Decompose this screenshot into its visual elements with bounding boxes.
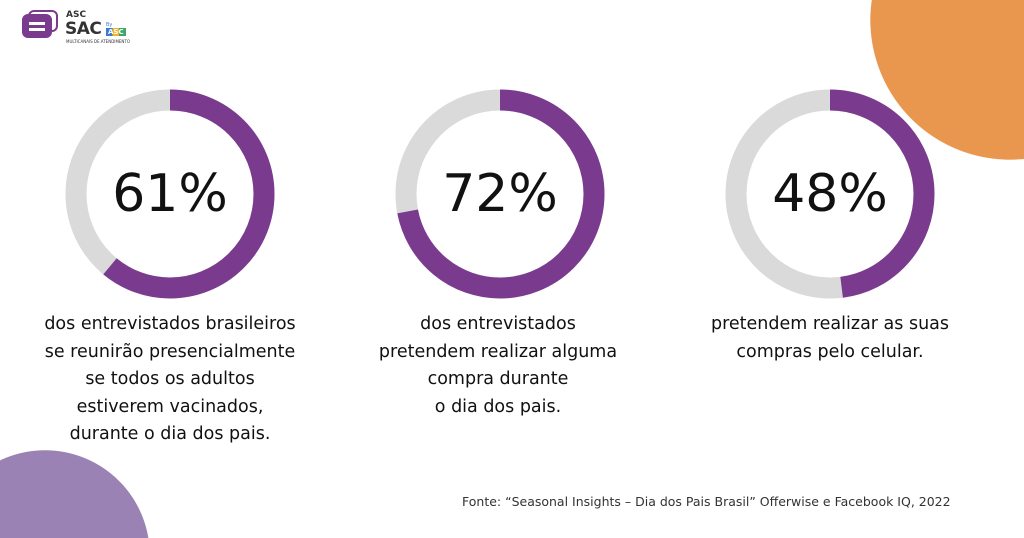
donut-description: dos entrevistados brasileiros se reunirão… xyxy=(5,311,335,449)
logo-text: SAC xyxy=(65,19,102,39)
description-line: pretendem realizar as suas xyxy=(710,314,950,334)
donut-value-arc xyxy=(725,89,935,299)
description-line: se todos os adultos xyxy=(85,369,255,389)
donut-description: pretendem realizar as suas compras pelo c… xyxy=(665,311,995,366)
decorative-purple-circle xyxy=(0,450,150,538)
logo-text: ASC xyxy=(66,10,87,20)
description-line: o dia dos pais. xyxy=(434,396,562,417)
source-citation: Fonte: “Seasonal Insights – Dia dos Pais… xyxy=(462,494,951,509)
donut-chart-2: 72% xyxy=(395,89,605,299)
donut-value-arc xyxy=(65,89,275,299)
description-line: dos entrevistados brasileiros xyxy=(44,314,296,334)
description-line: dos entrevistados xyxy=(420,314,576,334)
description-line: compra durante xyxy=(427,369,569,389)
chat-lines-icon xyxy=(29,22,45,25)
description-line: compras pelo celular. xyxy=(736,341,924,362)
logo-text: By xyxy=(106,22,113,28)
logo-tagline: MULTICANAIS DE ATENDIMENTO xyxy=(66,39,131,44)
percentage-label: 72% xyxy=(442,164,558,224)
percentage-label: 48% xyxy=(772,164,888,224)
description-line: durante o dia dos pais. xyxy=(69,424,271,444)
description-line: estiverem vacinados, xyxy=(76,396,264,417)
description-line: pretendem realizar alguma xyxy=(378,341,618,362)
donut-description: dos entrevistados pretendem realizar algu… xyxy=(333,311,663,421)
donut-chart-1: 61% xyxy=(65,89,275,299)
donut-chart-3: 48% xyxy=(725,89,935,299)
percentage-label: 61% xyxy=(112,164,228,224)
logo-badge: ASC xyxy=(106,28,126,36)
donut-value-arc xyxy=(395,89,605,299)
description-line: se reunirão presencialmente xyxy=(44,341,296,362)
chat-bubble-icon xyxy=(22,14,52,38)
logo: ASC SAC By ASC MULTICANAIS DE ATENDIMENT… xyxy=(18,8,148,48)
